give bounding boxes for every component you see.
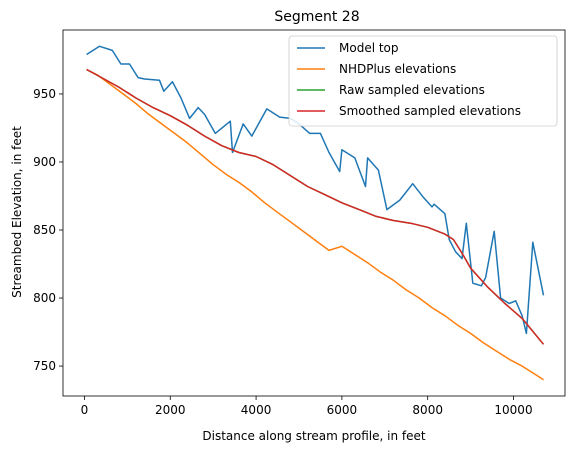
y-tick-label-5: 950 (33, 87, 56, 101)
x-tick-label-5: 8000 (412, 403, 443, 417)
chart-title: Segment 28 (274, 9, 359, 25)
plot-lines (86, 45, 545, 381)
series-line-2 (86, 68, 544, 381)
series-line-4 (86, 68, 545, 345)
legend-label-1: Model top (339, 41, 399, 55)
y-tick-label-1: 750 (33, 359, 56, 373)
legend-label-2: NHDPlus elevations (339, 62, 456, 76)
legend-box (288, 35, 558, 127)
ticks: 0 2000 4000 6000 8000 10000 750 800 850 900 950 (33, 87, 533, 417)
legend-label-4: Smoothed sampled elevations (339, 104, 521, 118)
plot-frame (62, 29, 566, 397)
legend-label-3: Raw sampled elevations (339, 83, 485, 97)
x-tick-label-1: 0 (81, 403, 89, 417)
y-axis-label: Streambed Elevation, in feet (10, 126, 24, 298)
x-tick-label-4: 6000 (327, 403, 358, 417)
x-axis-label: Distance along stream profile, in feet (202, 429, 425, 443)
x-tick-label-2: 2000 (155, 403, 186, 417)
y-tick-label-3: 850 (33, 223, 56, 237)
legend: Model top NHDPlus elevations Raw sampled e… (288, 35, 558, 127)
x-tick-label-6: 10000 (494, 403, 532, 417)
y-tick-label-2: 800 (33, 291, 56, 305)
series-line-1 (86, 45, 545, 335)
y-tick-label-4: 900 (33, 155, 56, 169)
x-tick-label-3: 4000 (241, 403, 272, 417)
